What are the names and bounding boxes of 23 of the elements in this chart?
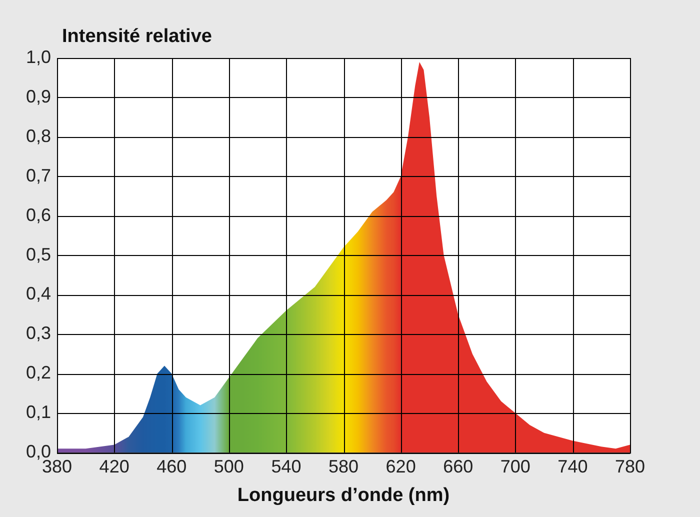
y-axis-title: Intensité relative [62, 26, 212, 47]
y-tick-label: 1,0 [26, 46, 52, 67]
x-tick-label: 780 [614, 456, 646, 476]
y-tick-label: 0,9 [26, 86, 52, 106]
x-axis-title: Longueurs d’onde (nm) [237, 484, 450, 506]
x-tick-label: 540 [271, 456, 302, 476]
y-tick-label: 0,3 [26, 323, 52, 344]
y-tick-label: 0,1 [26, 402, 52, 422]
y-tick-label: 0,5 [26, 244, 52, 264]
x-tick-label: 500 [214, 456, 244, 476]
x-tick-label: 620 [386, 456, 416, 476]
x-tick-label: 460 [156, 456, 187, 476]
x-tick-label: 420 [99, 456, 130, 476]
x-tick-label: 740 [558, 456, 588, 476]
y-tick-label: 0,8 [26, 126, 52, 146]
y-tick-label: 0,7 [26, 165, 52, 186]
y-tick-label: 0,6 [26, 204, 52, 225]
y-tick-label: 0,4 [26, 284, 52, 304]
y-tick-label: 0,2 [26, 362, 52, 383]
x-tick-label: 380 [42, 456, 72, 476]
x-tick-label: 660 [443, 456, 474, 476]
x-tick-label: 700 [500, 456, 530, 476]
x-tick-label: 580 [328, 456, 359, 476]
